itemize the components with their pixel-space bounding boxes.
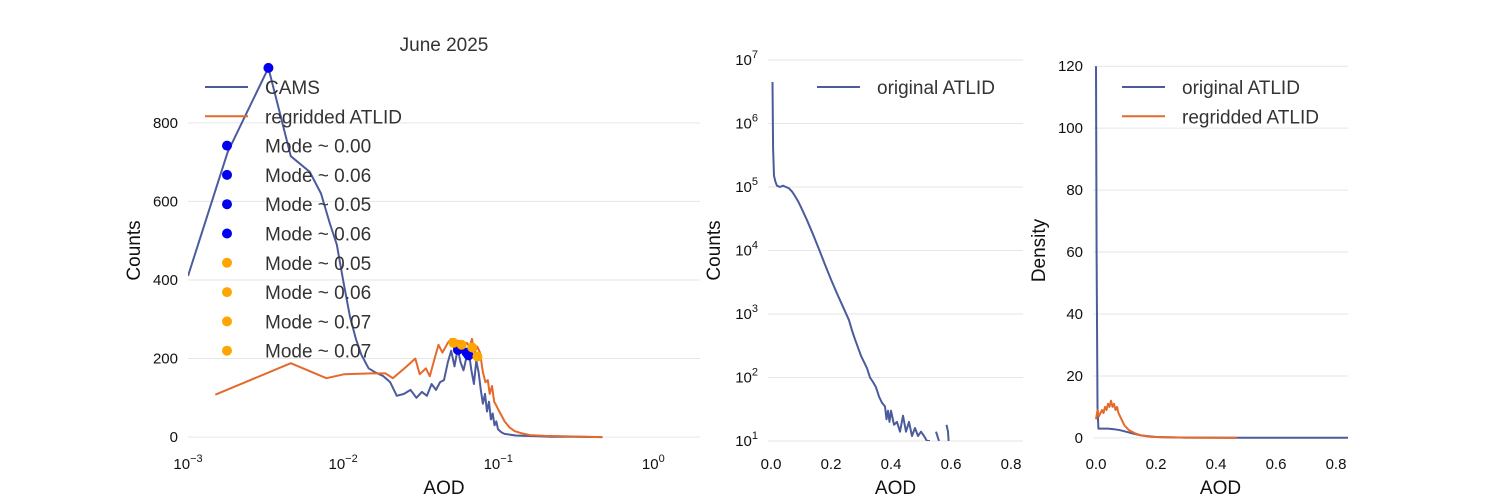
- x-tick-label: 0.6: [941, 456, 962, 473]
- legend: original ATLID regridded ATLID: [1122, 78, 1319, 128]
- legend-marker-swatch: [222, 169, 232, 180]
- y-tick-label: 103: [735, 303, 758, 323]
- mode-point: [467, 342, 478, 353]
- mode-point: [463, 350, 474, 361]
- x-tick-label: 0.4: [1206, 456, 1227, 473]
- legend-marker-swatch: [222, 228, 232, 239]
- y-tick-label: 0: [170, 429, 178, 446]
- y-tick-label: 60: [1066, 244, 1083, 261]
- x-tick-label: 0.0: [761, 456, 782, 473]
- y-tick-label: 107: [735, 49, 758, 69]
- legend-label: original ATLID: [1182, 78, 1300, 99]
- x-axis-label: AOD: [1200, 478, 1241, 499]
- y-axis-label: Counts: [124, 220, 145, 280]
- series-line-cams: [188, 66, 603, 439]
- y-tick-label: 120: [1058, 58, 1083, 75]
- mode-point: [263, 62, 274, 73]
- y-tick-label: 600: [153, 193, 178, 210]
- mode-point: [456, 339, 467, 350]
- series-line-original-atlid: [935, 431, 940, 441]
- x-tick-label: 10−1: [484, 453, 513, 473]
- y-tick-label: 105: [735, 176, 758, 196]
- series-line-regridded-atlid: [1095, 399, 1238, 439]
- x-tick-label: 100: [642, 453, 665, 473]
- chart-title: June 2025: [400, 35, 489, 56]
- chart-panel-1: 0 200 400 600 800 10−3 10−2 10−1 100 AOD Counts Jun…: [124, 35, 700, 499]
- y-axis-label: Density: [1029, 218, 1050, 282]
- legend-label: Mode ~ 0.06: [265, 225, 371, 246]
- legend-marker-swatch: [222, 257, 232, 268]
- legend-marker-swatch: [222, 199, 232, 210]
- series-line-original-atlid: [945, 424, 950, 441]
- legend-label: Mode ~ 0.06: [265, 283, 371, 304]
- y-axis-label: Counts: [704, 220, 725, 280]
- legend-label: Mode ~ 0.07: [265, 342, 371, 363]
- series-line-original-atlid: [771, 81, 930, 441]
- legend: original ATLID: [817, 78, 995, 99]
- legend-label: Mode ~ 0.05: [265, 254, 371, 275]
- mode-point: [472, 351, 483, 362]
- x-tick-label: 0.8: [1326, 456, 1347, 473]
- series-group: [771, 81, 950, 441]
- legend-label: Mode ~ 0.05: [265, 195, 371, 216]
- mode-point: [448, 337, 459, 348]
- x-tick-label: 0.0: [1086, 456, 1107, 473]
- legend-label: Mode ~ 0.06: [265, 166, 371, 187]
- y-tick-label: 0: [1075, 430, 1083, 447]
- legend-marker-swatch: [222, 140, 232, 151]
- legend-label: Mode ~ 0.00: [265, 137, 371, 158]
- y-tick-label: 200: [153, 351, 178, 368]
- y-tick-label: 40: [1066, 306, 1083, 323]
- x-tick-label: 0.8: [1001, 456, 1022, 473]
- y-tick-label: 800: [153, 115, 178, 132]
- y-tick-label: 20: [1066, 368, 1083, 385]
- series-group: [1095, 66, 1348, 439]
- chart-panel-2: 101 102 103 104 105 106 107 0.0 0.2 0.4 0.6 0.8 AOD C…: [704, 49, 1023, 499]
- legend-label: regridded ATLID: [265, 107, 402, 128]
- y-tick-label: 104: [735, 240, 758, 260]
- x-tick-label: 0.4: [881, 456, 902, 473]
- x-tick-label: 0.2: [1146, 456, 1167, 473]
- legend-label: Mode ~ 0.07: [265, 312, 371, 333]
- legend-marker-swatch: [222, 287, 232, 298]
- chart-panel-3: 0 20 40 60 80 100 120 0.0 0.2 0.4 0.6 0.8 AOD Density…: [1029, 58, 1348, 499]
- legend-marker-swatch: [222, 345, 232, 356]
- y-tick-label: 102: [735, 367, 758, 387]
- legend-marker-swatch: [222, 316, 232, 327]
- x-tick-label: 10−2: [328, 453, 357, 473]
- x-tick-label: 0.2: [821, 456, 842, 473]
- y-tick-label: 106: [735, 113, 758, 133]
- x-axis-label: AOD: [423, 478, 464, 499]
- y-tick-label: 80: [1066, 182, 1083, 199]
- y-tick-label: 400: [153, 272, 178, 289]
- legend: CAMS regridded ATLID Mode ~ 0.00 Mode ~ 0.0…: [205, 78, 402, 363]
- legend-label: original ATLID: [877, 78, 995, 99]
- y-tick-label: 101: [735, 430, 758, 450]
- x-axis-label: AOD: [875, 478, 916, 499]
- legend-label: regridded ATLID: [1182, 107, 1319, 128]
- x-tick-label: 10−3: [173, 453, 202, 473]
- legend-label: CAMS: [265, 78, 320, 99]
- x-tick-label: 0.6: [1266, 456, 1287, 473]
- y-tick-label: 100: [1058, 120, 1083, 137]
